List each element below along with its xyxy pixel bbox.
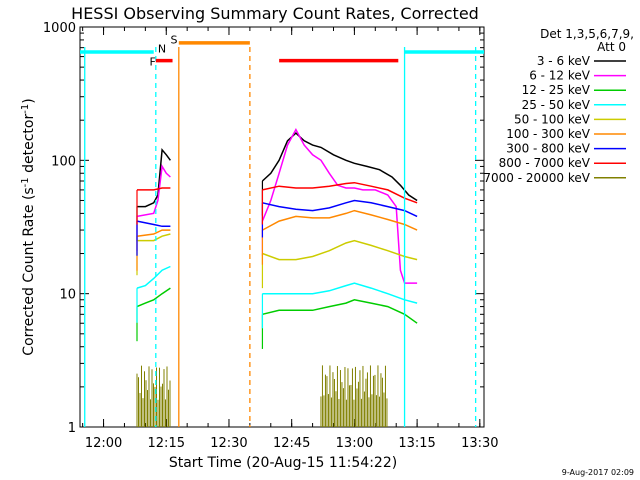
- legend-label: 3 - 6 keV: [537, 54, 591, 68]
- series-line: [262, 299, 418, 324]
- x-tick-label: 13:30: [461, 436, 498, 451]
- x-tick-label: 13:15: [398, 436, 435, 451]
- x-axis: 12:00 12:15 12:30 12:45 13:00 13:15 13:30: [82, 27, 499, 451]
- series-line: [137, 187, 171, 191]
- series-layer: [136, 128, 418, 427]
- plot-frame: [79, 26, 485, 428]
- series-2: [136, 287, 418, 349]
- series-line: [136, 265, 171, 289]
- y-axis-label-sup1: -1: [20, 177, 31, 187]
- flag-label-s: S: [170, 33, 177, 46]
- x-tick-label: 12:45: [273, 436, 310, 451]
- y-axis-label-part3: ): [21, 98, 37, 103]
- x-tick-label: 12:15: [148, 436, 185, 451]
- x-tick-label: 12:30: [210, 436, 247, 451]
- y-axis-label-sup2: -1: [20, 104, 31, 114]
- series-line: [136, 229, 171, 237]
- series-line: [137, 147, 172, 208]
- legend-label: 300 - 800 keV: [506, 142, 590, 156]
- y-axis-label-part2: detector: [21, 114, 37, 178]
- series-8: [136, 365, 388, 427]
- chart-title: HESSI Observing Summary Count Rates, Cor…: [71, 4, 479, 23]
- flag-label-f: F: [150, 56, 156, 69]
- legend-label: 50 - 100 keV: [514, 112, 591, 126]
- flags-layer: FNS: [80, 33, 484, 427]
- series-line: [262, 282, 418, 304]
- series-7: [136, 181, 418, 225]
- series-line: [261, 132, 418, 202]
- y-axis-label-part1: Corrected Count Rate (s: [21, 187, 37, 355]
- series-line: [262, 239, 418, 261]
- legend-title-line1: Det 1,3,5,6,7,9,: [540, 27, 634, 41]
- plot-area: [79, 26, 485, 428]
- y-axis-label: Corrected Count Rate (s-1 detector-1): [20, 98, 37, 355]
- legend-label: 6 - 12 keV: [529, 69, 591, 83]
- y-axis: 1 10 100 1000: [43, 21, 484, 436]
- x-axis-label: Start Time (20-Aug-15 11:54:22): [169, 455, 397, 471]
- x-tick-label: 13:00: [336, 436, 373, 451]
- series-line: [136, 220, 171, 228]
- footer-date: 9-Aug-2017 02:09: [562, 468, 634, 477]
- legend-label: 800 - 7000 keV: [499, 156, 591, 170]
- legend-label: 25 - 50 keV: [522, 98, 591, 112]
- series-3: [136, 265, 418, 329]
- series-line: [262, 209, 418, 231]
- flag-label-n: N: [158, 43, 166, 56]
- legend-label: 7000 - 20000 keV: [483, 171, 590, 185]
- legend-title-line2: Att 0: [597, 40, 626, 54]
- x-tick-label: 12:00: [85, 436, 122, 451]
- series-line: [137, 233, 171, 242]
- y-tick-label: 10: [59, 288, 76, 303]
- series-line: [262, 199, 418, 218]
- series-line: [262, 181, 418, 204]
- y-tick-label: 1000: [43, 21, 76, 36]
- legend-label: 100 - 300 keV: [506, 127, 590, 141]
- y-tick-label: 1: [68, 421, 76, 436]
- y-tick-label: 100: [51, 154, 76, 169]
- series-line: [136, 287, 171, 308]
- series-line: [136, 164, 171, 218]
- legend-label: 12 - 25 keV: [522, 83, 591, 97]
